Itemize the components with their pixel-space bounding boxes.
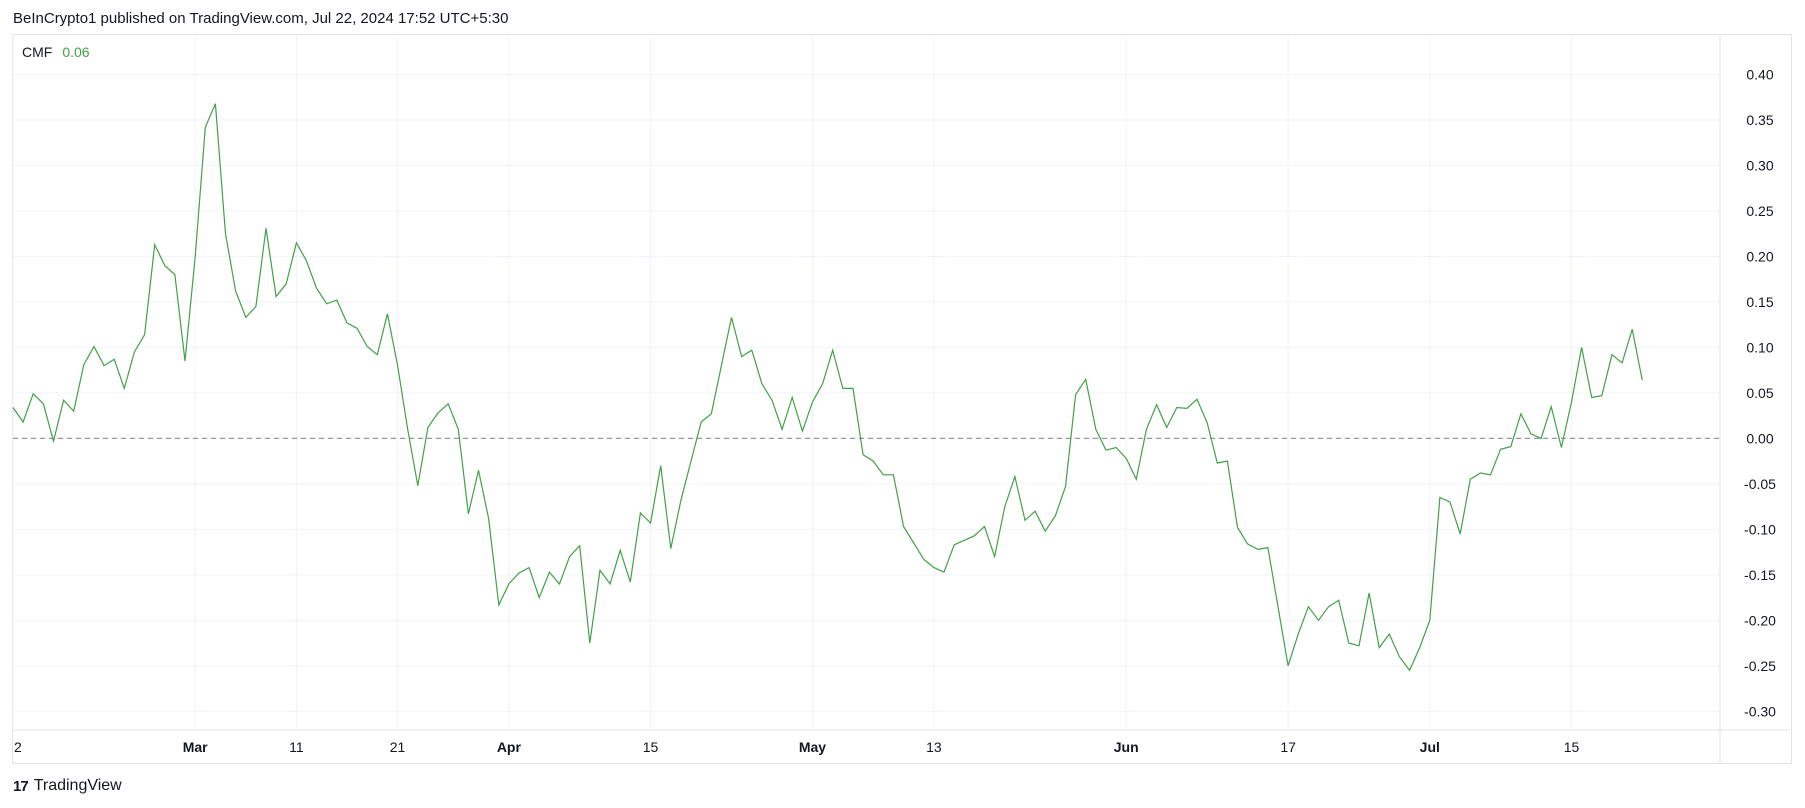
x-tick-label: 17 bbox=[1280, 739, 1296, 755]
x-tick-label: Jul bbox=[1420, 739, 1440, 755]
y-tick-label: -0.05 bbox=[1744, 476, 1776, 492]
x-tick-label: Mar bbox=[183, 739, 208, 755]
y-tick-label: 0.20 bbox=[1746, 248, 1773, 264]
y-tick-label: 0.10 bbox=[1746, 339, 1773, 355]
y-tick-label: -0.10 bbox=[1744, 521, 1776, 537]
x-tick-label: 15 bbox=[1564, 739, 1580, 755]
indicator-legend[interactable]: CMF 0.06 bbox=[22, 44, 90, 60]
x-tick-label: 13 bbox=[926, 739, 942, 755]
cmf-series-line bbox=[12, 103, 1643, 672]
y-tick-label: -0.30 bbox=[1744, 703, 1776, 719]
y-axis: 0.40 0.35 0.30 0.25 0.20 0.15 0.10 0.05 0.00 -0.0… bbox=[1744, 67, 1776, 720]
x-tick-label: Apr bbox=[497, 739, 522, 755]
x-tick-label: Jun bbox=[1114, 739, 1139, 755]
y-tick-label: 0.00 bbox=[1746, 430, 1773, 446]
grid-lines bbox=[12, 35, 1790, 763]
tradingview-logo-icon: 17 bbox=[13, 777, 29, 795]
publish-info: BeInCrypto1 published on TradingView.com… bbox=[13, 10, 509, 27]
y-tick-label: 0.25 bbox=[1746, 203, 1773, 219]
indicator-name: CMF bbox=[22, 44, 53, 60]
footer-brand[interactable]: 17 TradingView bbox=[13, 777, 122, 795]
x-tick-label: 11 bbox=[289, 739, 304, 755]
y-tick-label: 0.15 bbox=[1746, 294, 1773, 310]
y-tick-label: 0.35 bbox=[1746, 112, 1773, 128]
y-tick-label: -0.20 bbox=[1744, 612, 1776, 628]
y-tick-label: 0.40 bbox=[1746, 67, 1773, 83]
footer-brand-name: TradingView bbox=[33, 777, 122, 794]
x-axis: 2 Mar 11 21 Apr 15 May 13 Jun 17 Jul 15 bbox=[14, 739, 1579, 755]
x-tick-label: 15 bbox=[643, 739, 659, 755]
x-tick-label: May bbox=[799, 739, 826, 755]
y-tick-label: -0.15 bbox=[1744, 567, 1776, 583]
indicator-value: 0.06 bbox=[62, 44, 90, 60]
y-tick-label: 0.05 bbox=[1746, 385, 1773, 401]
x-tick-label: 2 bbox=[14, 739, 22, 755]
x-tick-label: 21 bbox=[390, 739, 406, 755]
y-tick-label: -0.25 bbox=[1744, 658, 1776, 674]
y-tick-label: 0.30 bbox=[1746, 158, 1773, 174]
